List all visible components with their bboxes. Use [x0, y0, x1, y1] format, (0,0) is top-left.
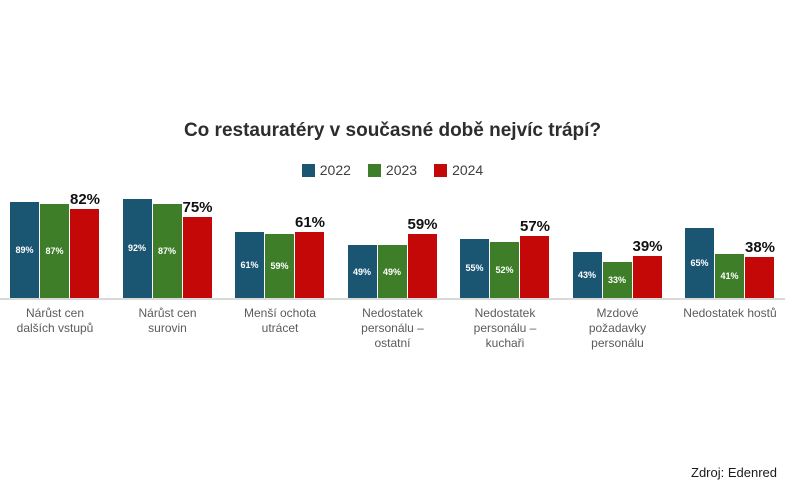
bar-2023: 49%: [377, 245, 408, 298]
bar-value-label: 59%: [407, 216, 438, 234]
bar-value-label: 39%: [632, 237, 663, 255]
legend-swatch-icon: [367, 163, 381, 177]
legend: 2022 2023 2024: [0, 161, 785, 179]
bar-value-label: 61%: [294, 214, 326, 232]
bar-2024: [520, 236, 550, 298]
bar-2022: 61%: [235, 232, 265, 298]
bar-2023: 41%: [715, 253, 745, 298]
bar-value-label: 49%: [352, 266, 371, 277]
bar-value-label: 89%: [15, 244, 34, 255]
legend-label: 2023: [385, 162, 418, 178]
bar-2022: 55%: [460, 238, 490, 298]
bar-value-label: 82%: [69, 191, 101, 209]
category-label: Menší ochota utrácet: [243, 306, 317, 335]
bar-value-label: 57%: [519, 218, 551, 236]
chart-title: Co restauratéry v současné době nejvíc t…: [183, 120, 602, 141]
category-label: Nárůst cen surovin: [138, 306, 197, 335]
bar-value-label: 61%: [240, 260, 259, 271]
bar-value-label: 87%: [157, 246, 176, 256]
legend-swatch-icon: [301, 163, 315, 177]
legend-label: 2022: [319, 162, 351, 178]
bar-2024: [407, 234, 438, 298]
bar-value-label: 49%: [382, 266, 401, 277]
bar-2023: 87%: [40, 204, 70, 298]
bar-2024: [632, 255, 663, 298]
bar-value-label: 87%: [45, 246, 64, 256]
category-label: Mzdové požadavky personálu: [588, 306, 647, 350]
bar-2022: 92%: [122, 198, 153, 298]
bar-2022: 49%: [347, 245, 378, 298]
bar-2023: 33%: [602, 262, 633, 298]
bar-2024: [70, 209, 100, 298]
bar-2024: [182, 217, 213, 298]
plot-area: 89% 87% 82% 92% 87% 75% 61% 59% 61% 49% 49% 59% 55% 5…: [10, 191, 776, 298]
legend-item-2024: 2024: [434, 162, 483, 178]
bar-2023: 87%: [152, 204, 183, 298]
bar-value-label: 52%: [495, 264, 514, 275]
bar-2024: [745, 257, 775, 298]
bar-value-label: 75%: [182, 199, 213, 216]
bar-2023: 52%: [490, 241, 520, 298]
source-credit: Zdroj: Edenred: [691, 465, 777, 480]
bar-2022: 89%: [10, 201, 40, 298]
bar-value-label: 55%: [465, 263, 484, 274]
bar-2022: 65%: [685, 227, 715, 298]
legend-label: 2024: [452, 162, 484, 178]
bar-value-label: 38%: [744, 239, 776, 256]
bar-value-label: 41%: [720, 270, 739, 281]
legend-swatch-icon: [434, 163, 448, 177]
category-label: Nedostatek personálu – ostatní: [361, 306, 424, 350]
bar-2022: 43%: [572, 251, 603, 298]
legend-item-2023: 2023: [367, 162, 418, 178]
legend-item-2022: 2022: [301, 162, 351, 178]
bar-value-label: 33%: [607, 275, 626, 286]
bar-value-label: 43%: [577, 269, 596, 280]
bar-value-label: 65%: [690, 257, 709, 268]
bar-value-label: 59%: [270, 261, 289, 272]
x-axis-line: [0, 298, 785, 300]
category-label: Nedostatek personálu – kuchaři: [473, 306, 537, 350]
category-label: Nárůst cen dalších vstupů: [16, 306, 94, 335]
category-label: Nedostatek hostů: [683, 306, 777, 320]
bar-value-label: 92%: [127, 243, 146, 254]
bar-2023: 59%: [265, 234, 295, 298]
bar-2024: [295, 232, 325, 298]
